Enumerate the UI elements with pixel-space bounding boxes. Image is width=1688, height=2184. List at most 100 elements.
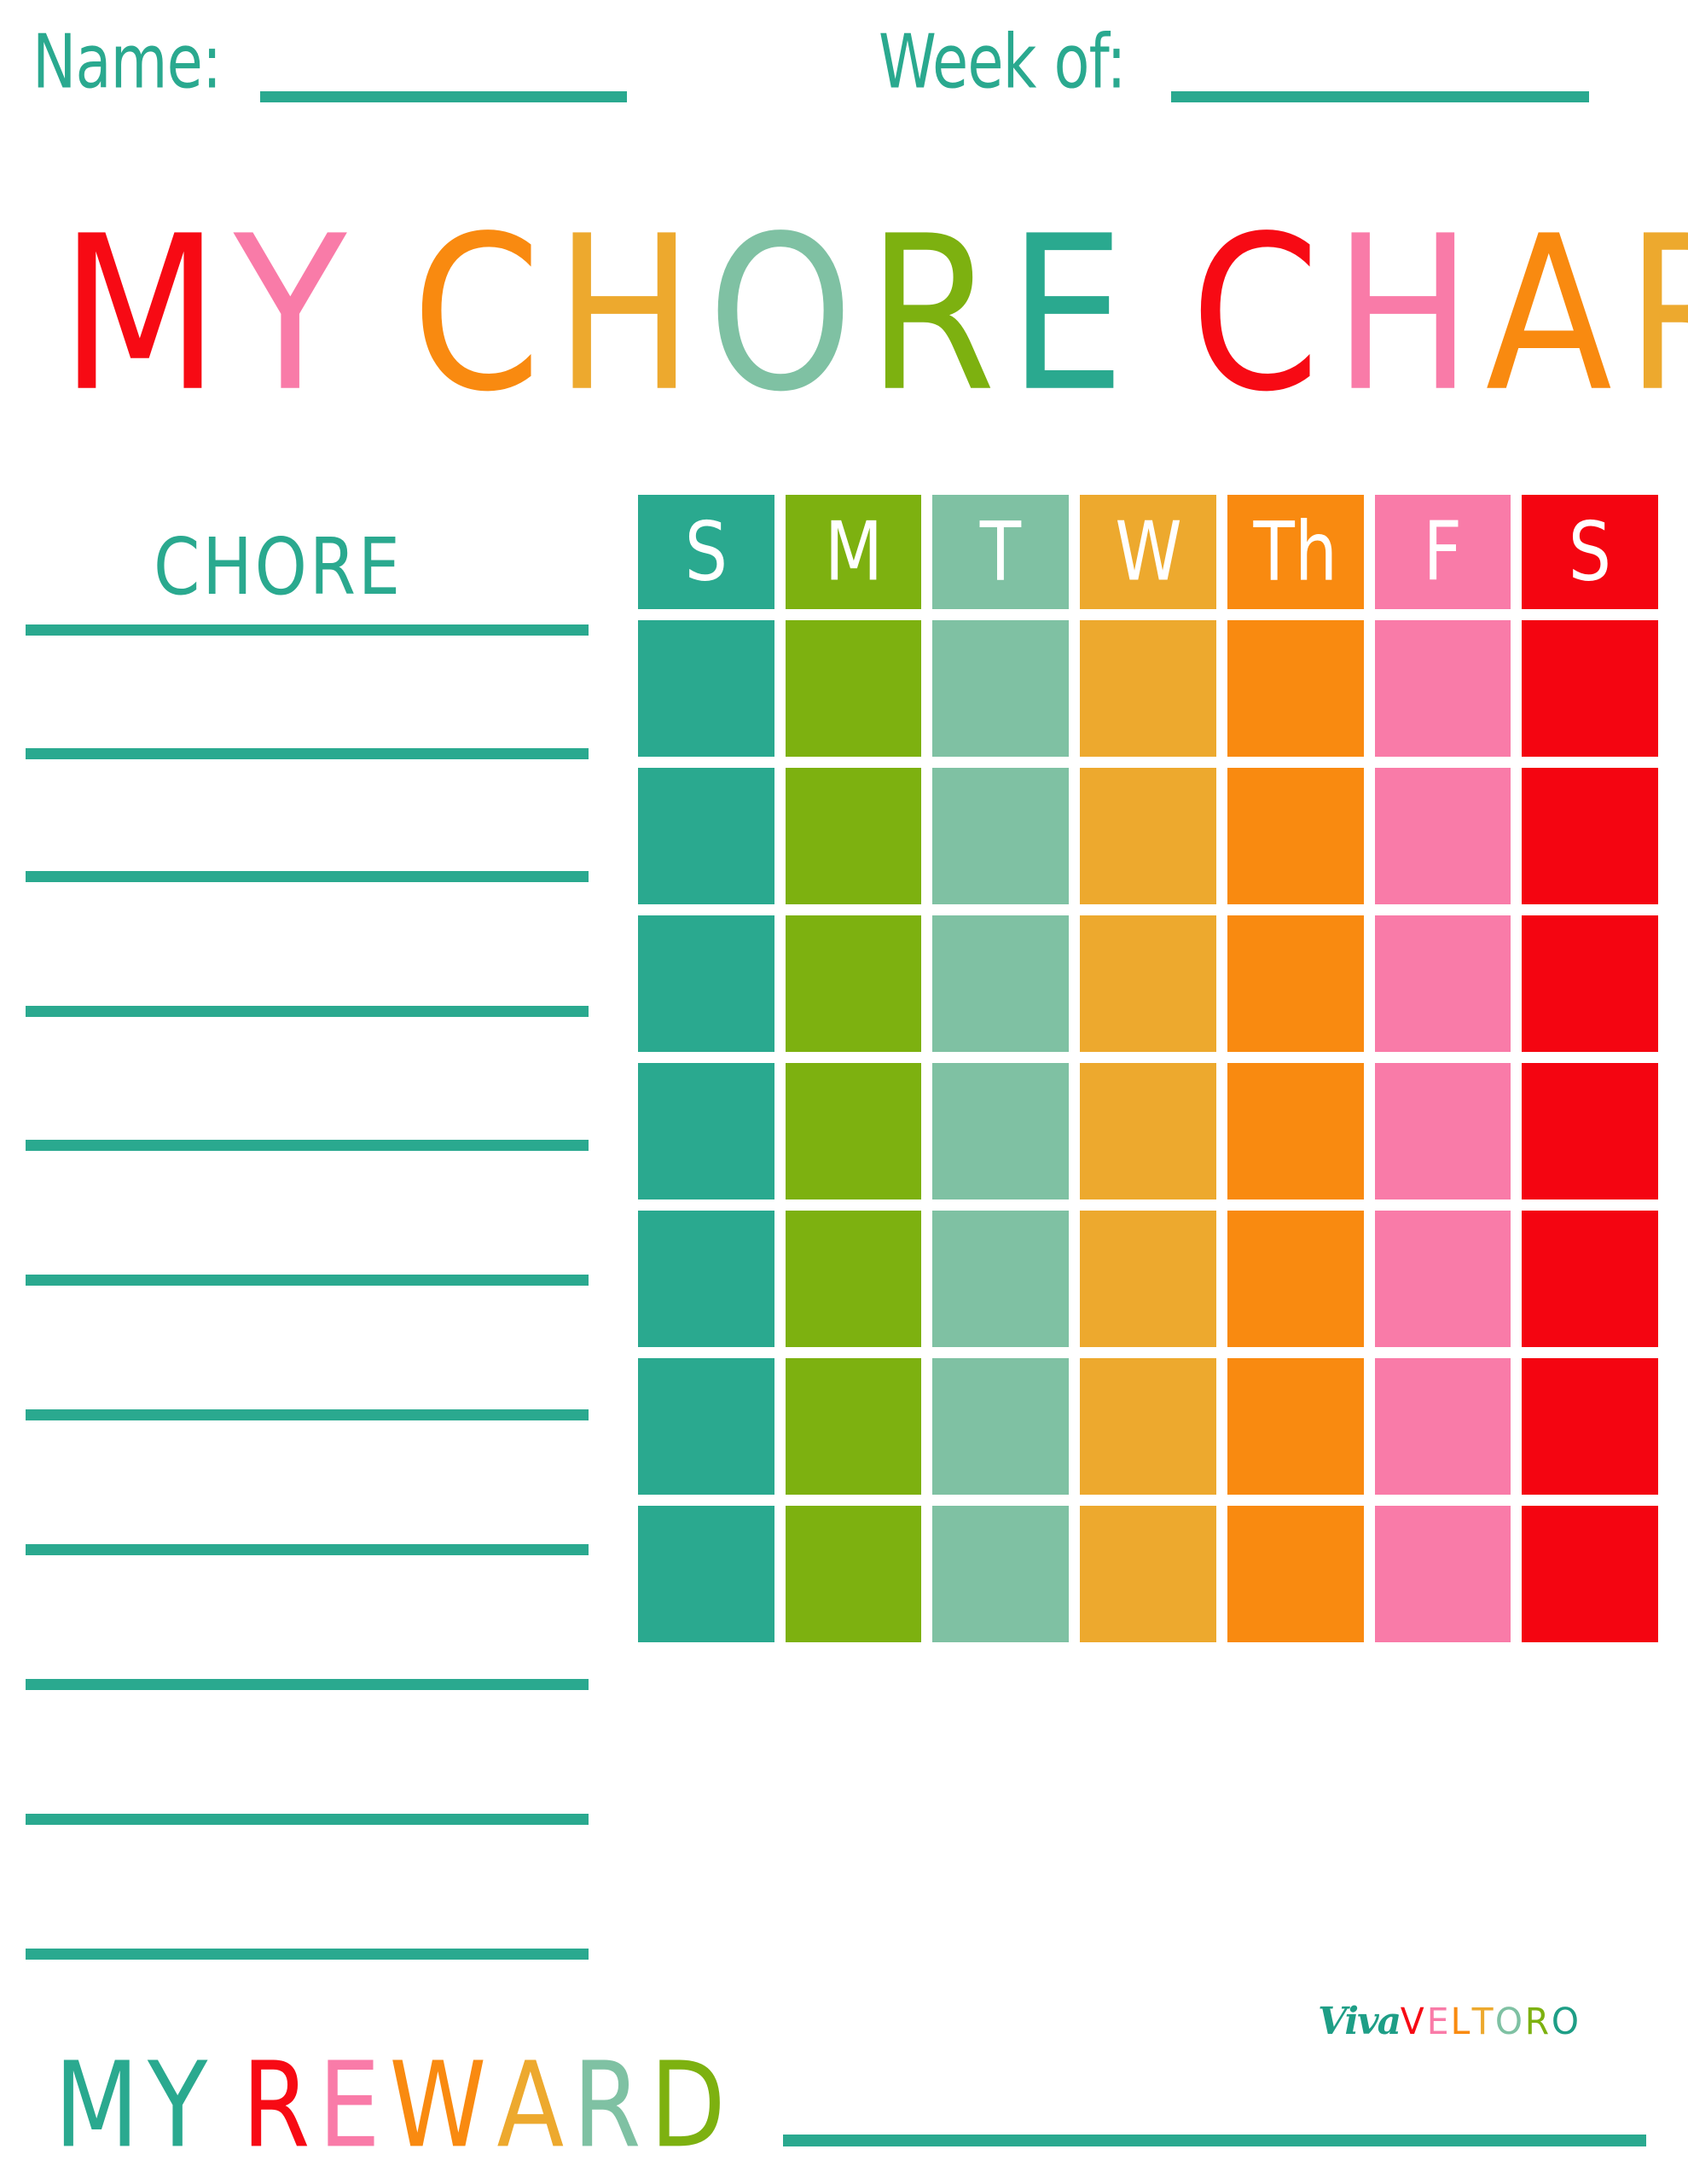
chore-check-cell-r5-thursday[interactable]: [1227, 1211, 1364, 1347]
day-header-label: W: [1114, 503, 1182, 600]
chore-check-cell-r1-saturday[interactable]: [1522, 620, 1659, 757]
chore-check-cell-r1-monday[interactable]: [785, 620, 922, 757]
chore-check-cell-r2-wednesday[interactable]: [1080, 768, 1216, 904]
name-field[interactable]: Name:: [32, 26, 628, 106]
viva-veltoro-watermark: VivaVELTORO: [1318, 2003, 1581, 2041]
chore-check-cell-r4-sunday[interactable]: [638, 1063, 774, 1199]
chore-column-heading: CHORE: [154, 522, 403, 613]
chore-check-cell-r3-tuesday[interactable]: [932, 915, 1070, 1052]
chore-check-cell-r3-sunday[interactable]: [638, 915, 774, 1052]
title-letter-r-7: R: [572, 2036, 642, 2175]
chore-check-cell-r5-monday[interactable]: [785, 1211, 922, 1347]
week-of-field[interactable]: Week of:: [879, 26, 1590, 106]
chore-line-3[interactable]: [26, 871, 589, 882]
chore-check-cell-r7-monday[interactable]: [785, 1506, 922, 1642]
chore-check-cell-r7-wednesday[interactable]: [1080, 1506, 1216, 1642]
chore-line-9[interactable]: [26, 1679, 589, 1690]
reward-write-in-line[interactable]: [783, 2135, 1646, 2146]
day-header-thursday-4: Th: [1227, 495, 1364, 609]
chore-check-cell-r7-saturday[interactable]: [1522, 1506, 1659, 1642]
day-header-label: T: [980, 503, 1022, 600]
title-letter-a-11: A: [1485, 189, 1615, 439]
title-letter-w-5: W: [389, 2036, 488, 2175]
chore-line-1[interactable]: [26, 624, 589, 636]
day-header-tuesday-2: T: [932, 495, 1070, 609]
chore-check-cell-r6-friday[interactable]: [1374, 1358, 1511, 1495]
table-row: [638, 768, 1659, 904]
chore-line-6[interactable]: [26, 1275, 589, 1286]
chore-check-cell-r3-saturday[interactable]: [1522, 915, 1659, 1052]
title-letter-r-12: R: [1625, 207, 1688, 421]
chore-check-cell-r3-monday[interactable]: [785, 915, 922, 1052]
chore-check-cell-r4-saturday[interactable]: [1522, 1063, 1659, 1199]
day-header-row: S M T W Th F S: [638, 495, 1659, 609]
chore-check-cell-r6-saturday[interactable]: [1522, 1358, 1659, 1495]
chore-line-11[interactable]: [26, 1949, 589, 1960]
chore-check-cell-r7-tuesday[interactable]: [932, 1506, 1070, 1642]
reward-block: MY REWARD: [49, 2047, 1670, 2175]
day-header-label: M: [824, 503, 883, 600]
chore-check-cell-r1-friday[interactable]: [1374, 620, 1511, 757]
chore-line-8[interactable]: [26, 1544, 589, 1555]
title-letter-d-8: D: [649, 2036, 727, 2175]
chore-check-cell-r6-sunday[interactable]: [638, 1358, 774, 1495]
name-label: Name:: [32, 20, 222, 106]
reward-title: MY REWARD: [49, 2047, 730, 2165]
chore-check-cell-r2-saturday[interactable]: [1522, 768, 1659, 904]
week-grid: S M T W Th F S: [638, 495, 1659, 1642]
chore-check-cell-r7-sunday[interactable]: [638, 1506, 774, 1642]
day-header-label: F: [1423, 503, 1463, 600]
chore-check-cell-r5-wednesday[interactable]: [1080, 1211, 1216, 1347]
chore-check-cell-r5-friday[interactable]: [1374, 1211, 1511, 1347]
title-letter-c-9: C: [1190, 189, 1322, 439]
chore-check-cell-r6-wednesday[interactable]: [1080, 1358, 1216, 1495]
day-header-label: S: [1569, 503, 1612, 600]
chore-check-cell-r2-sunday[interactable]: [638, 768, 774, 904]
chore-check-cell-r7-friday[interactable]: [1374, 1506, 1511, 1642]
chore-line-4[interactable]: [26, 1006, 589, 1017]
chore-check-cell-r7-thursday[interactable]: [1227, 1506, 1364, 1642]
chore-check-cell-r6-tuesday[interactable]: [932, 1358, 1070, 1495]
watermark-letter-e-1: E: [1426, 2001, 1450, 2043]
watermark-letter-l-2: L: [1450, 2001, 1471, 2043]
chore-line-2[interactable]: [26, 748, 589, 759]
watermark-letter-v-0: V: [1400, 2001, 1425, 2043]
chore-check-cell-r5-saturday[interactable]: [1522, 1211, 1659, 1347]
chore-check-cell-r5-tuesday[interactable]: [932, 1211, 1070, 1347]
watermark-letter-o-4: O: [1494, 2001, 1523, 2043]
chore-check-cell-r4-tuesday[interactable]: [932, 1063, 1070, 1199]
week-of-write-in-line[interactable]: [1171, 91, 1590, 102]
chore-check-cell-r5-sunday[interactable]: [638, 1211, 774, 1347]
chore-check-cell-r1-tuesday[interactable]: [932, 620, 1070, 757]
chore-check-cell-r3-thursday[interactable]: [1227, 915, 1364, 1052]
table-row: [638, 1063, 1659, 1199]
chore-check-cell-r3-friday[interactable]: [1374, 915, 1511, 1052]
title-letter-h-10: H: [1332, 189, 1475, 439]
chore-check-cell-r4-friday[interactable]: [1374, 1063, 1511, 1199]
watermark-letter-o-6: O: [1551, 2001, 1580, 2043]
chore-check-cell-r4-monday[interactable]: [785, 1063, 922, 1199]
chore-check-cell-r4-wednesday[interactable]: [1080, 1063, 1216, 1199]
chore-check-cell-r1-thursday[interactable]: [1227, 620, 1364, 757]
chore-check-cell-r2-tuesday[interactable]: [932, 768, 1070, 904]
chore-check-cell-r6-monday[interactable]: [785, 1358, 922, 1495]
title-letter-r-6: R: [867, 189, 998, 439]
day-header-label: S: [684, 503, 728, 600]
chore-check-cell-r2-friday[interactable]: [1374, 768, 1511, 904]
chore-check-cell-r3-wednesday[interactable]: [1080, 915, 1216, 1052]
name-write-in-line[interactable]: [260, 91, 628, 102]
title-letter-y-1: Y: [233, 189, 348, 439]
chore-line-5[interactable]: [26, 1140, 589, 1151]
chore-check-cell-r4-thursday[interactable]: [1227, 1063, 1364, 1199]
chore-check-cell-r1-wednesday[interactable]: [1080, 620, 1216, 757]
title-letter-a-6: A: [496, 2036, 566, 2175]
chore-check-cell-r2-monday[interactable]: [785, 768, 922, 904]
chore-write-in-lines: [26, 0, 623, 2184]
chore-line-7[interactable]: [26, 1409, 589, 1420]
day-header-saturday-6: S: [1522, 495, 1659, 609]
chore-line-10[interactable]: [26, 1814, 589, 1825]
chore-check-cell-r2-thursday[interactable]: [1227, 768, 1364, 904]
chore-check-cell-r1-sunday[interactable]: [638, 620, 774, 757]
chore-check-cell-r6-thursday[interactable]: [1227, 1358, 1364, 1495]
